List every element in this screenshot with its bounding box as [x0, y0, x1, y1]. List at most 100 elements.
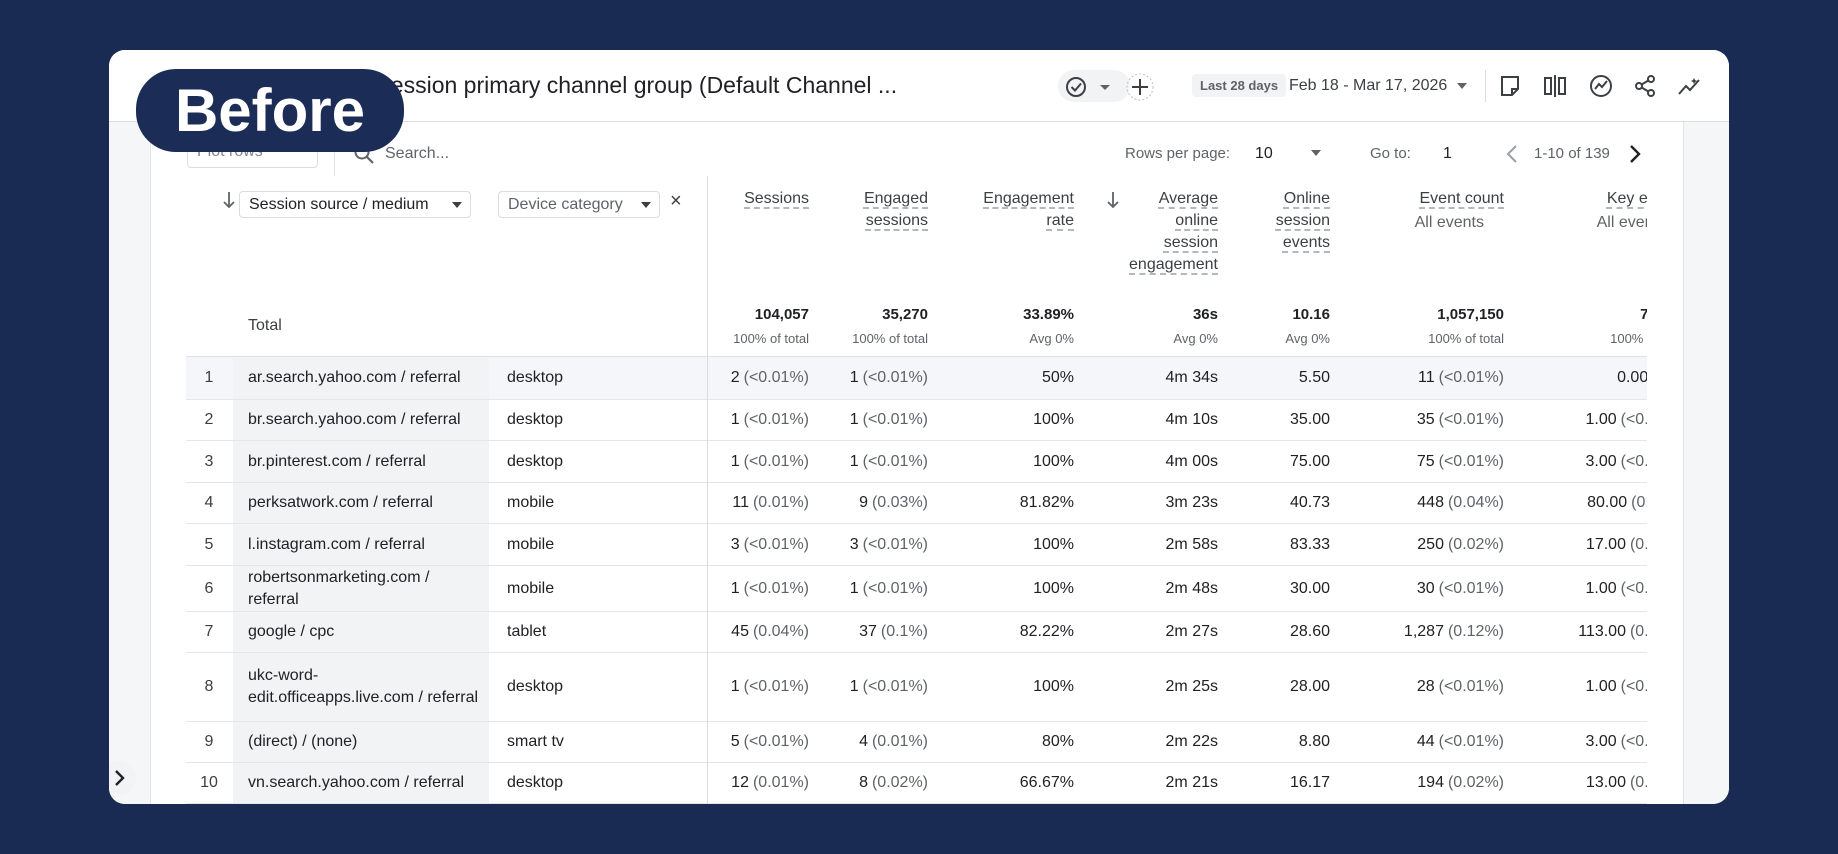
metric-share: (<0.01%) [743, 678, 809, 695]
date-dropdown[interactable] [1455, 81, 1469, 91]
column-header[interactable]: Sessions [729, 188, 809, 210]
table-row [186, 400, 1647, 441]
metric-cell: 4 (0.01%) [728, 722, 928, 762]
metric-value: 3 [849, 535, 859, 553]
source-cell[interactable]: google / cpc [248, 612, 480, 652]
metric-value: 30 [1416, 579, 1435, 597]
metric-share: (<0.01%) [862, 411, 928, 428]
rows-per-page-select[interactable]: 10 [1255, 145, 1273, 162]
metric-value: 9 [859, 494, 868, 511]
column-filter[interactable]: All events [1597, 214, 1647, 232]
column-header-label: Engaged sessions [863, 190, 928, 229]
divider [334, 130, 335, 176]
expand-sidebar[interactable] [109, 760, 137, 796]
dimension-dropdown[interactable] [639, 200, 653, 210]
metric-cell: 1 (<0.01%) [728, 566, 928, 611]
column-header[interactable]: Average online session engagement [1122, 188, 1218, 276]
source-cell[interactable]: br.search.yahoo.com / referral [248, 400, 480, 440]
dimension-cell-bg [233, 524, 489, 565]
column-header[interactable]: Engagement rate [974, 188, 1074, 232]
metric-cell: 11 (<0.01%) [1304, 357, 1504, 399]
row-index: 5 [204, 535, 214, 553]
metric-share: (0.02%) [1447, 774, 1504, 791]
dimension-cell-bg [233, 566, 489, 611]
metric-share: (<0.01%) [743, 579, 809, 597]
source-cell[interactable]: vn.search.yahoo.com / referral [248, 763, 480, 803]
metric-value: 1 [730, 452, 740, 470]
dimension-selector[interactable]: Device category [498, 191, 660, 218]
sort-arrow[interactable] [222, 191, 236, 209]
divider [1485, 70, 1486, 102]
metric-cell: 2 (<0.01%) [609, 357, 809, 399]
column-header[interactable]: Online session events [1268, 188, 1330, 254]
total-share: Avg 0% [1173, 331, 1218, 346]
total-label: Total [248, 317, 282, 334]
insights-icon[interactable] [1589, 74, 1613, 98]
metric-value: 40.73 [1289, 494, 1330, 511]
metric-cell: 5.50 [1130, 357, 1330, 399]
metric-share: (<0.01%) [743, 733, 809, 750]
source-cell[interactable]: robertsonmarketing.com / referral [248, 566, 480, 611]
metric-cell: 28 (<0.01%) [1304, 653, 1504, 721]
row-index: 10 [200, 774, 218, 791]
metric-value: 1 [849, 452, 859, 470]
next-page[interactable] [1627, 143, 1643, 165]
metric-value: 28 [1416, 678, 1435, 695]
metric-cell: 13.00(0.01%) [1486, 763, 1647, 803]
dimension-dropdown[interactable] [450, 200, 464, 210]
metric-value: 3.00 [1585, 733, 1617, 750]
metric-share: (<0.01%) [862, 579, 928, 597]
column-header-label: Sessions [744, 190, 809, 207]
source-cell[interactable]: perksatwork.com / referral [248, 483, 480, 523]
metric-value: 100% [1033, 411, 1074, 428]
metric-cell: 3.00(<0.01%) [1486, 441, 1647, 482]
share-icon[interactable] [1633, 74, 1657, 98]
metric-cell: 1 (<0.01%) [609, 441, 809, 482]
trend-icon[interactable] [1677, 74, 1703, 98]
total-cell: 10.16 Avg 0% [1130, 302, 1330, 350]
metric-share: (<0.01%) [862, 678, 928, 695]
date-range[interactable]: Feb 18 - Mar 17, 2026 [1289, 77, 1448, 94]
device-cell: desktop [507, 411, 564, 428]
metric-value: 1.00 [1585, 678, 1617, 695]
dimension-label: Session source / medium [249, 195, 429, 213]
total-cell: 1,057,150 100% of total [1304, 302, 1504, 350]
total-cell: 72,815 100% of total [1486, 302, 1647, 350]
annotation-icon[interactable] [1498, 74, 1522, 98]
source-cell[interactable]: br.pinterest.com / referral [248, 441, 480, 482]
total-share: 100% of total [733, 331, 809, 346]
dropdown-arrow[interactable] [1309, 148, 1323, 158]
column-header[interactable]: Key events All events [1536, 188, 1647, 232]
column-header[interactable]: Event count All events [1354, 188, 1504, 232]
total-value: 72,815 [1640, 306, 1647, 323]
go-to-input[interactable]: 1 [1443, 145, 1452, 162]
column-header[interactable]: Engaged sessions [850, 188, 928, 232]
source-cell[interactable]: l.instagram.com / referral [248, 524, 480, 565]
compare-icon[interactable] [1543, 74, 1567, 98]
metric-value: 17.00 [1585, 535, 1626, 553]
metric-value: 1,287 [1403, 623, 1444, 640]
column-header-label: Engagement rate [983, 190, 1074, 229]
add-comparison[interactable] [1125, 72, 1155, 102]
metric-value: 1 [849, 369, 859, 386]
metric-cell: 3 (<0.01%) [609, 524, 809, 565]
metric-cell: 35 (<0.01%) [1304, 400, 1504, 440]
column-filter[interactable]: All events [1415, 214, 1504, 232]
status-chip[interactable] [1058, 70, 1130, 102]
source-text: br.pinterest.com / referral [248, 452, 426, 470]
metric-share: (<0.01%) [1620, 733, 1647, 750]
prev-page[interactable] [1504, 143, 1520, 165]
metric-value: 2m 58s [1165, 535, 1218, 553]
source-cell[interactable]: ar.search.yahoo.com / referral [248, 357, 480, 399]
dimension-selector[interactable]: Session source / medium [239, 191, 471, 218]
source-cell[interactable]: (direct) / (none) [248, 722, 480, 762]
metric-share: (0.16%) [1629, 623, 1647, 640]
total-value: 36s [1192, 306, 1218, 323]
metric-cell: 8.80 [1130, 722, 1330, 762]
metric-cell: 40.73 [1130, 483, 1330, 523]
column-header-label: Key events [1606, 190, 1647, 207]
source-cell[interactable]: ukc-word-edit.officeapps.live.com / refe… [248, 653, 480, 721]
remove-dimension[interactable]: × [670, 190, 682, 212]
sort-arrow[interactable] [1106, 191, 1120, 209]
search-input[interactable]: Search... [385, 145, 450, 162]
